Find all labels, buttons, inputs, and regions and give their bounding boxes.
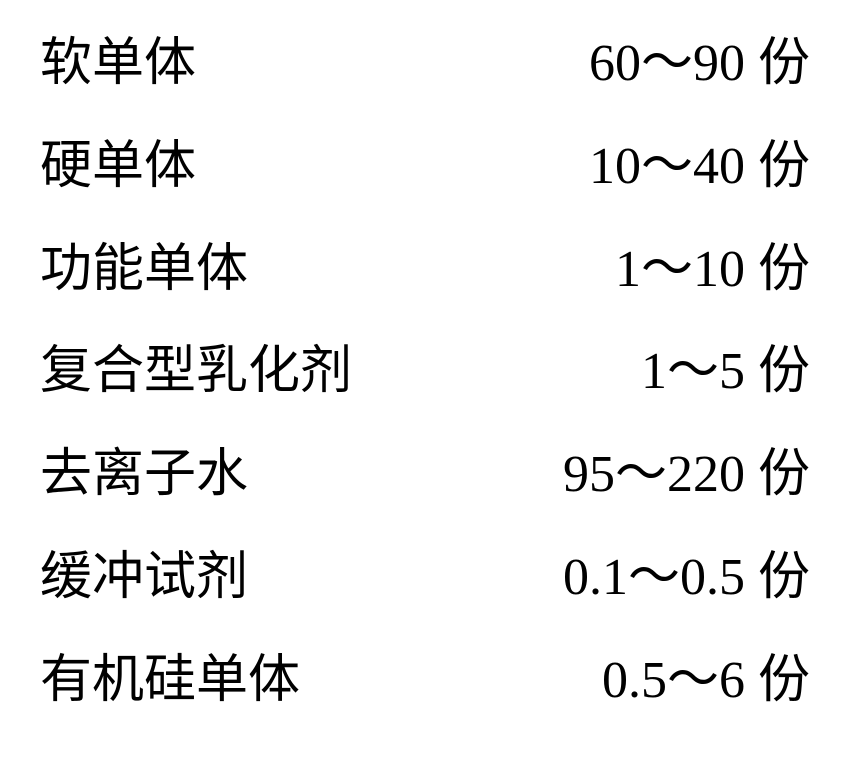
ingredient-value: 10～40 份 — [589, 123, 810, 198]
ingredient-value: 0.5～6 份 — [602, 637, 810, 712]
ingredient-value: 0.1～0.5 份 — [563, 534, 810, 609]
ingredient-value: 1～10 份 — [615, 226, 810, 301]
list-item: 缓冲试剂 0.1～0.5 份 — [40, 534, 810, 634]
list-item: 硬单体 10～40 份 — [40, 123, 810, 223]
ingredient-label: 去离子水 — [40, 431, 248, 506]
ingredient-label: 复合型乳化剂 — [40, 328, 352, 403]
ingredient-value: 1～5 份 — [641, 328, 810, 403]
list-item: 去离子水 95～220 份 — [40, 431, 810, 531]
ingredient-value: 60～90 份 — [589, 20, 810, 95]
ingredient-label: 缓冲试剂 — [40, 534, 248, 609]
list-item: 软单体 60～90 份 — [40, 20, 810, 120]
ingredient-label: 软单体 — [40, 20, 196, 95]
ingredients-list: 软单体 60～90 份 硬单体 10～40 份 功能单体 1～10 份 复合型乳… — [0, 0, 850, 757]
ingredient-label: 功能单体 — [40, 226, 248, 301]
ingredient-label: 硬单体 — [40, 123, 196, 198]
ingredient-label: 有机硅单体 — [40, 637, 300, 712]
list-item: 有机硅单体 0.5～6 份 — [40, 637, 810, 737]
ingredient-value: 95～220 份 — [563, 431, 810, 506]
list-item: 复合型乳化剂 1～5 份 — [40, 328, 810, 428]
list-item: 功能单体 1～10 份 — [40, 226, 810, 326]
